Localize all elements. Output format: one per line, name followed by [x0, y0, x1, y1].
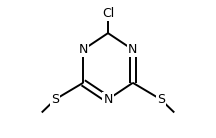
Text: N: N [78, 43, 88, 56]
Text: Cl: Cl [102, 7, 114, 20]
Text: S: S [157, 93, 165, 106]
Text: N: N [103, 93, 113, 106]
Text: S: S [51, 93, 59, 106]
Text: N: N [128, 43, 138, 56]
